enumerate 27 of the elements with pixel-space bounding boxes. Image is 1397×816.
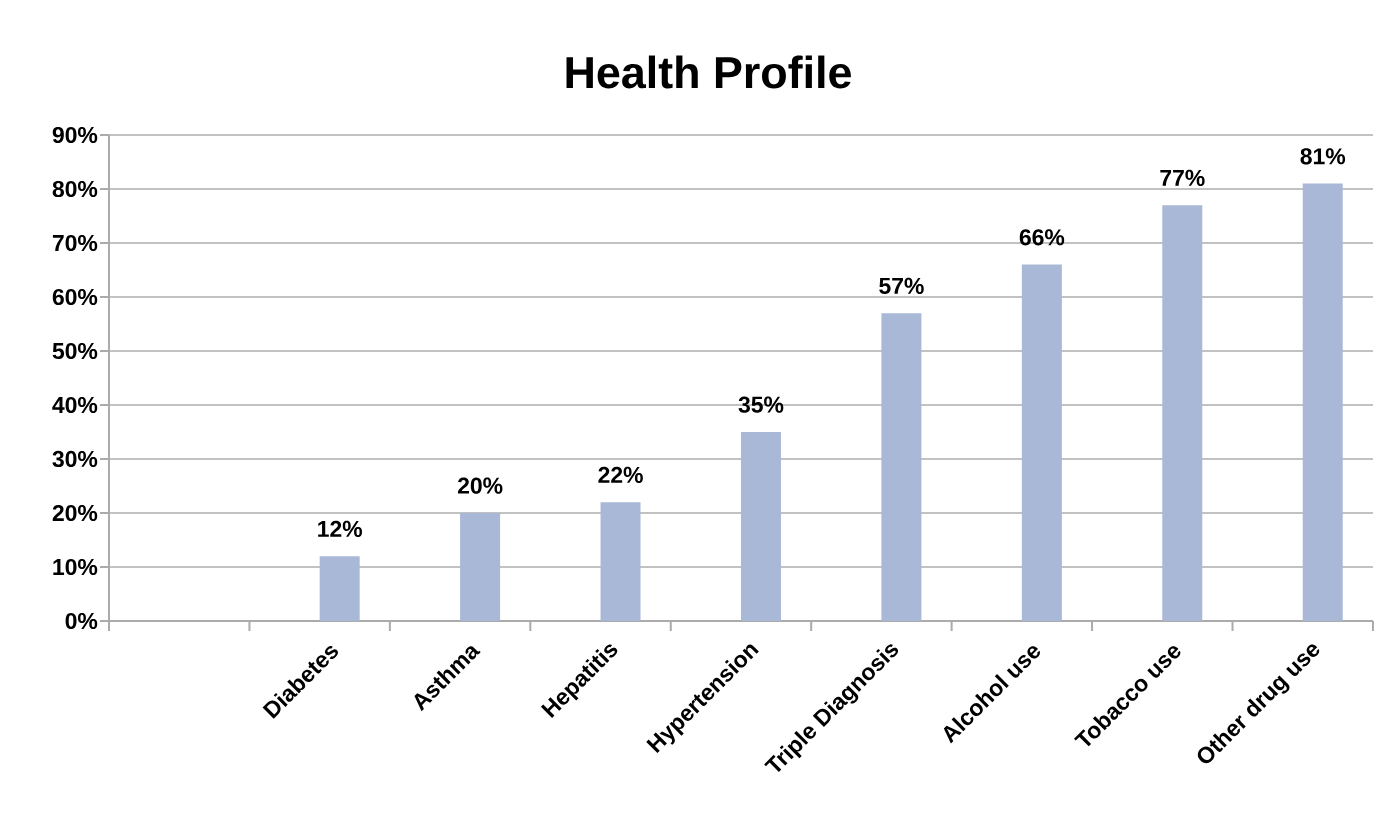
y-tick-label: 0% — [65, 612, 98, 630]
y-tick-label: 40% — [52, 396, 98, 414]
y-tick-label: 30% — [52, 450, 98, 468]
y-tick-label: 10% — [53, 558, 98, 576]
bar — [881, 313, 922, 621]
data-label: 81% — [1300, 148, 1346, 165]
y-tick-label: 20% — [52, 504, 98, 522]
data-label: 12% — [318, 520, 362, 537]
bar — [319, 556, 360, 621]
chart-title: Health Profile — [566, 55, 851, 89]
data-label: 77% — [1160, 169, 1205, 186]
bar — [460, 512, 501, 621]
data-label: 22% — [598, 466, 643, 483]
y-tick-label: 50% — [52, 342, 98, 360]
bar — [1021, 264, 1062, 621]
data-label: 66% — [1019, 229, 1065, 246]
bar — [1162, 205, 1203, 621]
bar — [740, 431, 781, 621]
data-label: 57% — [879, 277, 924, 294]
y-tick-label: 80% — [52, 180, 98, 198]
data-label: 35% — [738, 396, 784, 413]
y-tick-label: 60% — [52, 288, 98, 306]
y-tick-label: 90% — [52, 126, 98, 144]
data-label: 20% — [457, 477, 503, 494]
bar — [600, 502, 641, 621]
y-tick-label: 70% — [52, 234, 98, 252]
bar — [1302, 183, 1343, 621]
